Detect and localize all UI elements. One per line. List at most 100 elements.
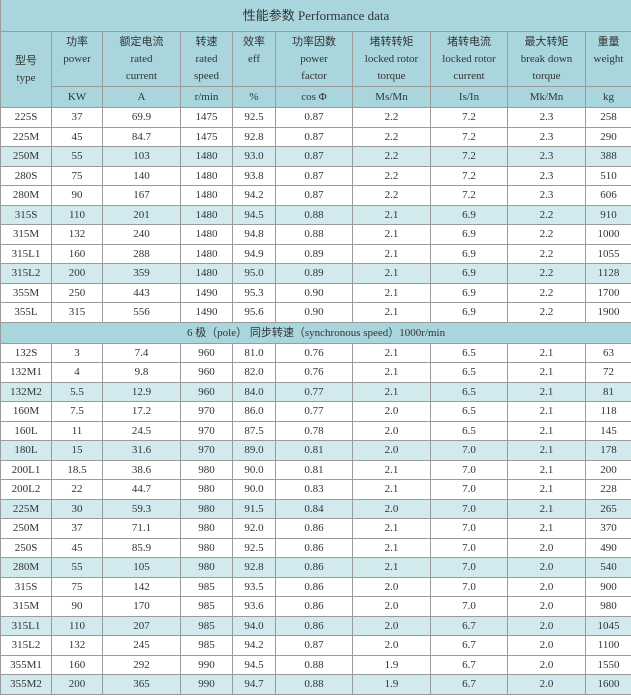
table-cell: 970 (180, 401, 233, 422)
table-cell: 1480 (180, 263, 233, 284)
table-cell: 93.8 (232, 165, 276, 186)
header-line: eff (247, 53, 260, 65)
table-cell: 6.7 (430, 635, 508, 656)
table-row: 160L 11 24.5 970 87.5 0.78 2.0 6.5 2.1 145 (0, 420, 631, 441)
table-title: 性能参数 Performance data (0, 0, 631, 32)
table-cell: 24.5 (102, 420, 181, 441)
header-line: 功率 (66, 36, 88, 48)
table-cell: 103 (102, 146, 181, 167)
table-cell: 132 (51, 635, 103, 656)
table-cell: 95.3 (232, 282, 276, 303)
table-cell: 315M (0, 224, 52, 245)
table-row: 250M 55 103 1480 93.0 0.87 2.2 7.2 2.3 388 (0, 146, 631, 167)
table-cell: 93.0 (232, 146, 276, 167)
table-cell: 0.77 (275, 381, 353, 402)
table-cell: 90.0 (232, 459, 276, 480)
table-cell: 2.0 (352, 576, 431, 597)
table-cell: 30 (51, 498, 103, 519)
table-cell: 960 (180, 381, 233, 402)
table-cell: 0.89 (275, 263, 353, 284)
table-cell: 292 (102, 654, 181, 675)
table-cell: 85.9 (102, 537, 181, 558)
table-cell: 132M1 (0, 362, 52, 383)
table-cell: 0.84 (275, 498, 353, 519)
header-line: power (63, 53, 91, 65)
table-cell: 0.76 (275, 342, 353, 363)
table-cell: 81.0 (232, 342, 276, 363)
table-cell: 970 (180, 440, 233, 461)
section-header-row: 6 极（pole） 同步转速（synchronous speed）1000r/m… (0, 321, 631, 344)
table-cell: 370 (584, 518, 631, 539)
table-row: 315L1 110 207 985 94.0 0.86 2.0 6.7 2.0 1045 (0, 615, 631, 636)
table-row: 250S 45 85.9 980 92.5 0.86 2.1 7.0 2.0 490 (0, 537, 631, 558)
table-cell: 1045 (584, 615, 631, 636)
table-cell: 980 (180, 518, 233, 539)
table-cell: 12.9 (102, 381, 181, 402)
table-cell: 1480 (180, 243, 233, 264)
table-cell: 207 (102, 615, 181, 636)
header-line: 最大转矩 (524, 36, 569, 48)
table-cell: 37 (51, 518, 103, 539)
header-line: 额定电流 (119, 36, 164, 48)
table-cell: 55 (51, 146, 103, 167)
table-cell: 280M (0, 185, 52, 206)
table-cell: 2.2 (507, 204, 586, 225)
column-header: 功率因数 power factor (275, 31, 353, 87)
table-cell: 0.81 (275, 459, 353, 480)
table-cell: 1490 (180, 302, 233, 323)
table-cell: 94.8 (232, 224, 276, 245)
table-cell: 82.0 (232, 362, 276, 383)
table-cell: 985 (180, 635, 233, 656)
table-cell: 6.9 (430, 263, 508, 284)
table-cell: 2.2 (507, 263, 586, 284)
table-cell: 985 (180, 596, 233, 617)
table-cell: 315L2 (0, 263, 52, 284)
table-cell: 7.0 (430, 557, 508, 578)
table-cell: 110 (51, 615, 103, 636)
table-cell: 140 (102, 165, 181, 186)
table-cell: 200 (51, 263, 103, 284)
column-header: 重量 weight (584, 31, 631, 87)
table-cell: 2.1 (352, 342, 431, 363)
table-cell: 18.5 (51, 459, 103, 480)
table-cell: 606 (584, 185, 631, 206)
table-cell: 45 (51, 126, 103, 147)
table-cell: 178 (584, 440, 631, 461)
table-cell: 170 (102, 596, 181, 617)
table-cell: 71.1 (102, 518, 181, 539)
table-cell: 44.7 (102, 479, 181, 500)
table-cell: 2.1 (507, 401, 586, 422)
table-cell: 1490 (180, 282, 233, 303)
table-cell: 0.87 (275, 107, 353, 128)
table-cell: 75 (51, 165, 103, 186)
table-cell: 2.1 (352, 224, 431, 245)
table-cell: 280S (0, 165, 52, 186)
table-cell: 0.87 (275, 165, 353, 186)
table-cell: 2.1 (507, 459, 586, 480)
header-line: type (16, 71, 36, 84)
table-cell: 1480 (180, 146, 233, 167)
header-line: locked rotor (364, 53, 419, 65)
table-cell: 55 (51, 557, 103, 578)
table-cell: 2.1 (352, 557, 431, 578)
table-cell: 0.89 (275, 243, 353, 264)
table-cell: 6.5 (430, 342, 508, 363)
table-cell: 2.0 (352, 440, 431, 461)
table-cell: 92.5 (232, 537, 276, 558)
table-cell: 250M (0, 518, 52, 539)
table-cell: 7.0 (430, 537, 508, 558)
table-cell: 94.2 (232, 635, 276, 656)
table-cell: 556 (102, 302, 181, 323)
table-cell: 250S (0, 537, 52, 558)
unit-cell: Ms/Mn (352, 86, 431, 108)
table-cell: 9.8 (102, 362, 181, 383)
table-cell: 2.3 (507, 107, 586, 128)
table-cell: 160M (0, 401, 52, 422)
table-cell: 355M2 (0, 674, 52, 695)
table-cell: 92.8 (232, 126, 276, 147)
table-cell: 2.1 (352, 479, 431, 500)
table-row: 225S 37 69.9 1475 92.5 0.87 2.2 7.2 2.3 258 (0, 107, 631, 128)
header-line: power (300, 53, 328, 65)
header-line: weight (593, 53, 624, 65)
table-cell: 110 (51, 204, 103, 225)
